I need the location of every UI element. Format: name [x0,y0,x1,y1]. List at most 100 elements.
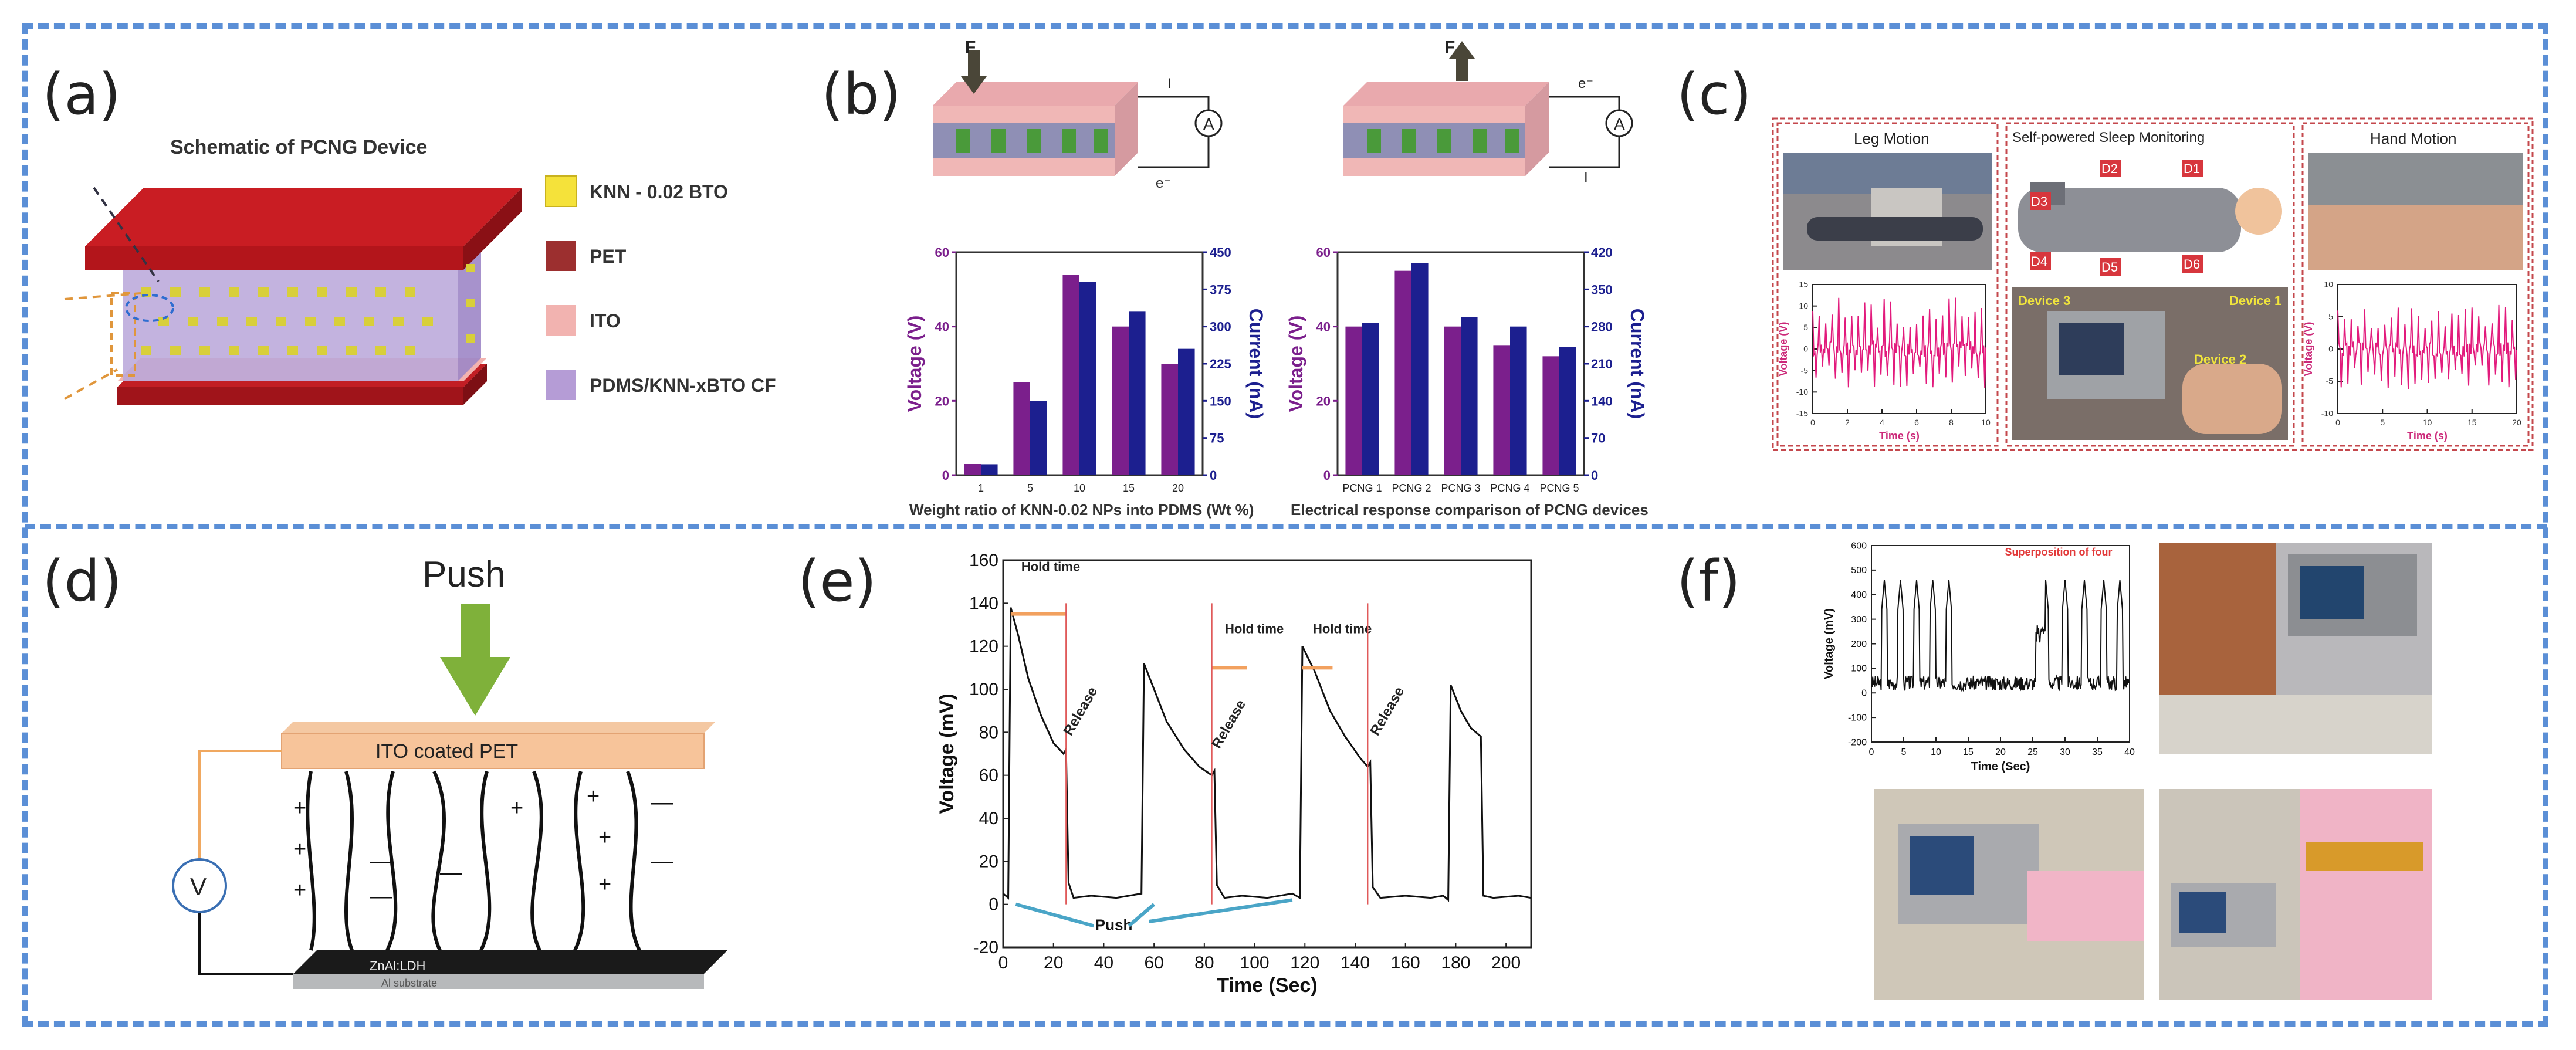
y-tick-label: -10 [2321,409,2333,418]
x-tick-label: 0 [998,953,1008,973]
svg-text:—: — [370,849,392,873]
x-axis-label: Time (Sec) [1217,974,1317,997]
current-bar [1079,282,1096,475]
y-tick-label: 80 [979,723,998,742]
panel-b-device-left: F A I e⁻ [933,41,1223,191]
x-tick-label: 10 [1074,482,1085,494]
x-tick-label: 0 [1810,418,1815,427]
y-tick-label: 40 [979,809,998,828]
ammeter-left: A [1203,115,1214,133]
svg-text:—: — [370,884,392,909]
y-tick-label: 500 [1851,565,1867,575]
svg-text:+: + [587,784,600,809]
y-tick-label: -15 [1796,409,1808,418]
current-bar [1411,263,1429,475]
y-tick-label: 60 [979,766,998,785]
marker-d4: D4 [2031,254,2047,269]
y2-tick-label: 150 [1210,394,1231,408]
x-tick-label: 20 [1995,747,2006,757]
marker-d2: D2 [2101,161,2118,176]
x-tick-label: 40 [1094,953,1113,973]
push-arrow-d [440,604,510,716]
svg-text:+: + [293,878,306,903]
legend-swatch-pet [546,241,576,271]
force-label-left: F [965,41,976,57]
push-arrow [1149,898,1293,923]
substrate-label: Al substrate [381,977,437,989]
voltage-bar [1112,326,1129,475]
panel-c: Leg Motion 0 2 4 6 8 10 -15 -10 -5 0 5 10 15 Time (s)… [1772,117,2534,451]
x-tick-label: 35 [2092,747,2103,757]
current-bar [1178,348,1195,475]
b-right-xlabel: Electrical response comparison of PCNG d… [1291,501,1648,519]
y2-axis-label: Current (nA) [1245,309,1267,419]
composite-front [123,255,458,381]
y2-axis-label: Current (nA) [1627,309,1648,419]
panel-a-schematic: Schematic of PCNG Device KNN - 0.02 BTO … [64,136,776,405]
ito-plate [281,733,705,769]
voltage-bar [1444,326,1461,475]
marker-d3: D3 [2031,194,2047,209]
legend-ito: ITO [590,310,621,331]
x-tick-label: 4 [1880,418,1884,427]
x-tick-label: 10 [1981,418,1991,427]
y2-tick-label: 210 [1591,357,1613,371]
panel-e: 0 20 40 60 80 100 120 140 160 180 200-200204060801… [939,551,1532,997]
sleep-title-line: Self-powered Sleep Monitoring [2012,130,2205,145]
y-tick-label: 120 [969,637,998,656]
signal-trace [2337,304,2517,389]
signal-trace [1812,297,1986,388]
y-tick-label: 0 [1803,344,1808,354]
plot-frame [1002,559,1532,949]
push-arrow [1015,902,1095,928]
x-tick-label: 40 [2124,747,2135,757]
y2-tick-label: 75 [1210,431,1224,446]
legend-swatch-pdms [546,370,576,400]
x-tick-label: 10 [1931,747,1941,757]
x-tick-label: PCNG 3 [1441,482,1480,494]
current-bar [1510,326,1527,475]
panel-a-legend: KNN - 0.02 BTO PET ITO PDMS/KNN-xBTO CF [545,175,776,400]
ito-label: ITO coated PET [375,740,518,763]
y-tick-label: 160 [969,551,998,570]
y2-tick-label: 350 [1591,282,1613,297]
svg-text:+: + [510,796,523,821]
y-tick-label: 0 [989,895,998,914]
svg-text:+: + [293,796,306,821]
y-tick-label: 10 [1799,301,1808,310]
chart-b-right: PCNG 1 PCNG 2 PCNG 3 PCNG 4 PCNG 5 0 20 40 60 0 70… [1285,245,1648,494]
voltage-bar [1013,382,1030,475]
y-tick-label: 0 [942,468,949,483]
y-tick-label: 20 [979,852,998,871]
y-axis-label: Voltage (V) [2303,322,2314,377]
photo-f-foot [2159,543,2432,754]
marker-d1: D1 [2184,161,2200,176]
legend-swatch-ito [546,305,576,336]
y-tick-label: 200 [1851,639,1867,649]
x-tick-label: 60 [1144,953,1163,973]
ldh-label: ZnAl:LDH [370,958,425,973]
y2-tick-label: 0 [1210,468,1217,483]
x-tick-label: 20 [2512,418,2521,427]
y2-tick-label: 375 [1210,282,1231,297]
y-tick-label: 100 [1851,664,1867,674]
y-tick-label: 0 [1861,689,1867,699]
voltage-bar [1493,345,1510,475]
push-label: Push [1095,916,1133,934]
x-tick-label: 160 [1391,953,1420,973]
x-tick-label: 15 [1963,747,1974,757]
y-tick-label: -10 [1796,387,1808,397]
top-pet-top [85,188,522,246]
panel-d: Push ITO coated PET + + + — — + + + + — — — ZnAl… [172,554,727,989]
y-axis-label: Voltage (V) [1778,322,1789,377]
voltage-bar [1345,326,1362,475]
bottom-pet-front [117,387,463,405]
current-bar [981,464,998,475]
hold-time-label: Hold time [1313,622,1372,636]
push-label-d: Push [422,554,505,595]
current-bar [1030,401,1047,475]
x-tick-label: 20 [1172,482,1184,494]
current-left: I [1167,76,1172,92]
y-axis-label: Voltage (V) [904,316,925,412]
x-tick-label: 6 [1914,418,1919,427]
